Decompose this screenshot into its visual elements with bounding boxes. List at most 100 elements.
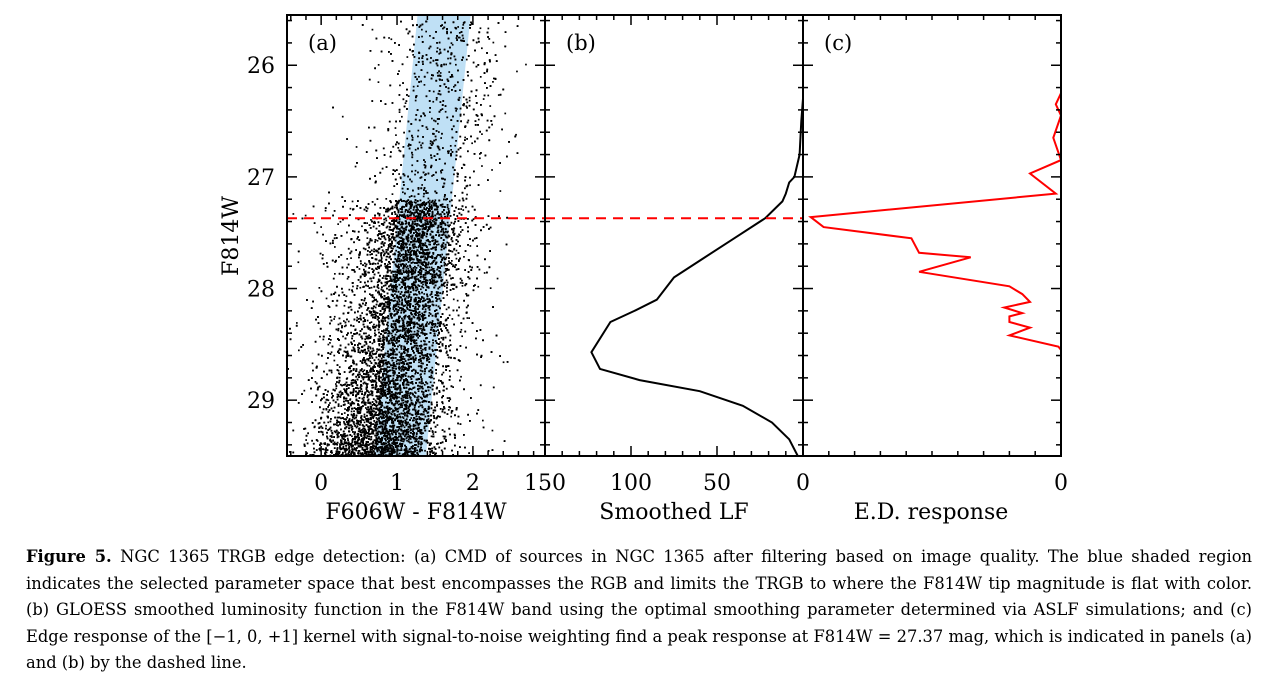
cmd-point [372, 353, 375, 356]
cmd-point [451, 237, 453, 239]
cmd-point [320, 226, 322, 228]
cmd-point [458, 36, 461, 39]
cmd-point [442, 336, 445, 339]
cmd-point [403, 426, 406, 429]
cmd-point [468, 317, 470, 319]
cmd-point [385, 255, 388, 258]
cmd-point [421, 35, 423, 38]
cmd-point [400, 429, 403, 432]
cmd-point [397, 147, 400, 149]
cmd-point [392, 247, 394, 250]
cmd-point [339, 383, 342, 386]
cmd-point [398, 362, 400, 364]
cmd-point [385, 384, 387, 387]
cmd-point [441, 279, 444, 281]
cmd-point [366, 242, 369, 245]
cmd-point [341, 325, 343, 327]
cmd-point [385, 395, 387, 398]
cmd-point [447, 242, 450, 244]
cmd-point [359, 286, 362, 289]
cmd-point [338, 432, 340, 434]
cmd-point [329, 435, 332, 438]
cmd-point [402, 260, 405, 262]
cmd-point [408, 249, 410, 252]
cmd-point [424, 256, 426, 258]
cmd-point [378, 214, 381, 217]
cmd-point [388, 37, 390, 39]
cmd-point [448, 370, 451, 372]
cmd-point [408, 438, 410, 441]
cmd-point [415, 246, 418, 249]
cmd-point [429, 386, 432, 389]
cmd-point [447, 150, 449, 153]
cmd-point [409, 255, 411, 258]
cmd-point [424, 222, 427, 225]
cmd-point [406, 453, 409, 456]
cmd-point [402, 155, 405, 158]
cmd-point [322, 338, 325, 341]
cmd-point [324, 450, 327, 453]
cmd-point [417, 337, 419, 339]
cmd-point [387, 263, 389, 266]
cmd-point [383, 218, 385, 221]
cmd-point [341, 115, 344, 118]
cmd-point [407, 251, 410, 254]
cmd-point [487, 27, 490, 30]
cmd-point [355, 146, 358, 148]
cmd-point [329, 402, 331, 404]
cmd-point [383, 367, 386, 370]
cmd-point [392, 420, 395, 423]
cmd-point [397, 403, 400, 406]
cmd-point [346, 350, 349, 353]
cmd-point [451, 318, 454, 320]
cmd-point [370, 286, 373, 289]
cmd-point [417, 229, 420, 232]
cmd-point [420, 144, 422, 147]
cmd-point [380, 343, 383, 345]
cmd-point [456, 108, 458, 110]
cmd-point [447, 230, 449, 233]
cmd-point [401, 416, 404, 418]
cmd-point [343, 421, 345, 423]
cmd-point [458, 234, 461, 237]
cmd-point [410, 388, 413, 391]
cmd-point [296, 322, 298, 324]
cmd-point [419, 252, 421, 255]
cmd-point [388, 339, 391, 342]
cmd-point [424, 242, 427, 244]
cmd-point [399, 255, 402, 258]
cmd-point [391, 334, 394, 337]
cmd-point [406, 278, 408, 280]
cmd-point [358, 347, 361, 349]
cmd-point [351, 400, 354, 403]
cmd-point [412, 423, 415, 426]
cmd-point [336, 424, 338, 426]
cmd-point [370, 335, 372, 338]
cmd-point [347, 320, 350, 323]
cmd-point [391, 413, 393, 416]
cmd-point [382, 412, 384, 414]
cmd-point [443, 195, 446, 198]
cmd-point [414, 403, 417, 406]
cmd-point [380, 365, 382, 368]
cmd-point [413, 201, 416, 203]
cmd-point [516, 70, 518, 73]
cmd-point [373, 248, 375, 250]
cmd-scatter [287, 20, 527, 456]
cmd-point [462, 37, 465, 40]
cmd-point [380, 282, 383, 285]
cmd-point [393, 343, 395, 345]
cmd-point [412, 54, 414, 56]
cmd-point [383, 297, 386, 300]
cmd-point [438, 52, 441, 55]
cmd-point [444, 270, 447, 272]
cmd-point [342, 335, 344, 338]
cmd-point [351, 200, 354, 203]
cmd-point [460, 375, 462, 378]
cmd-point [394, 280, 397, 283]
cmd-point [333, 315, 336, 318]
cmd-point [429, 381, 432, 384]
cmd-point [433, 326, 436, 328]
cmd-point [413, 330, 416, 333]
cmd-point [463, 113, 465, 116]
